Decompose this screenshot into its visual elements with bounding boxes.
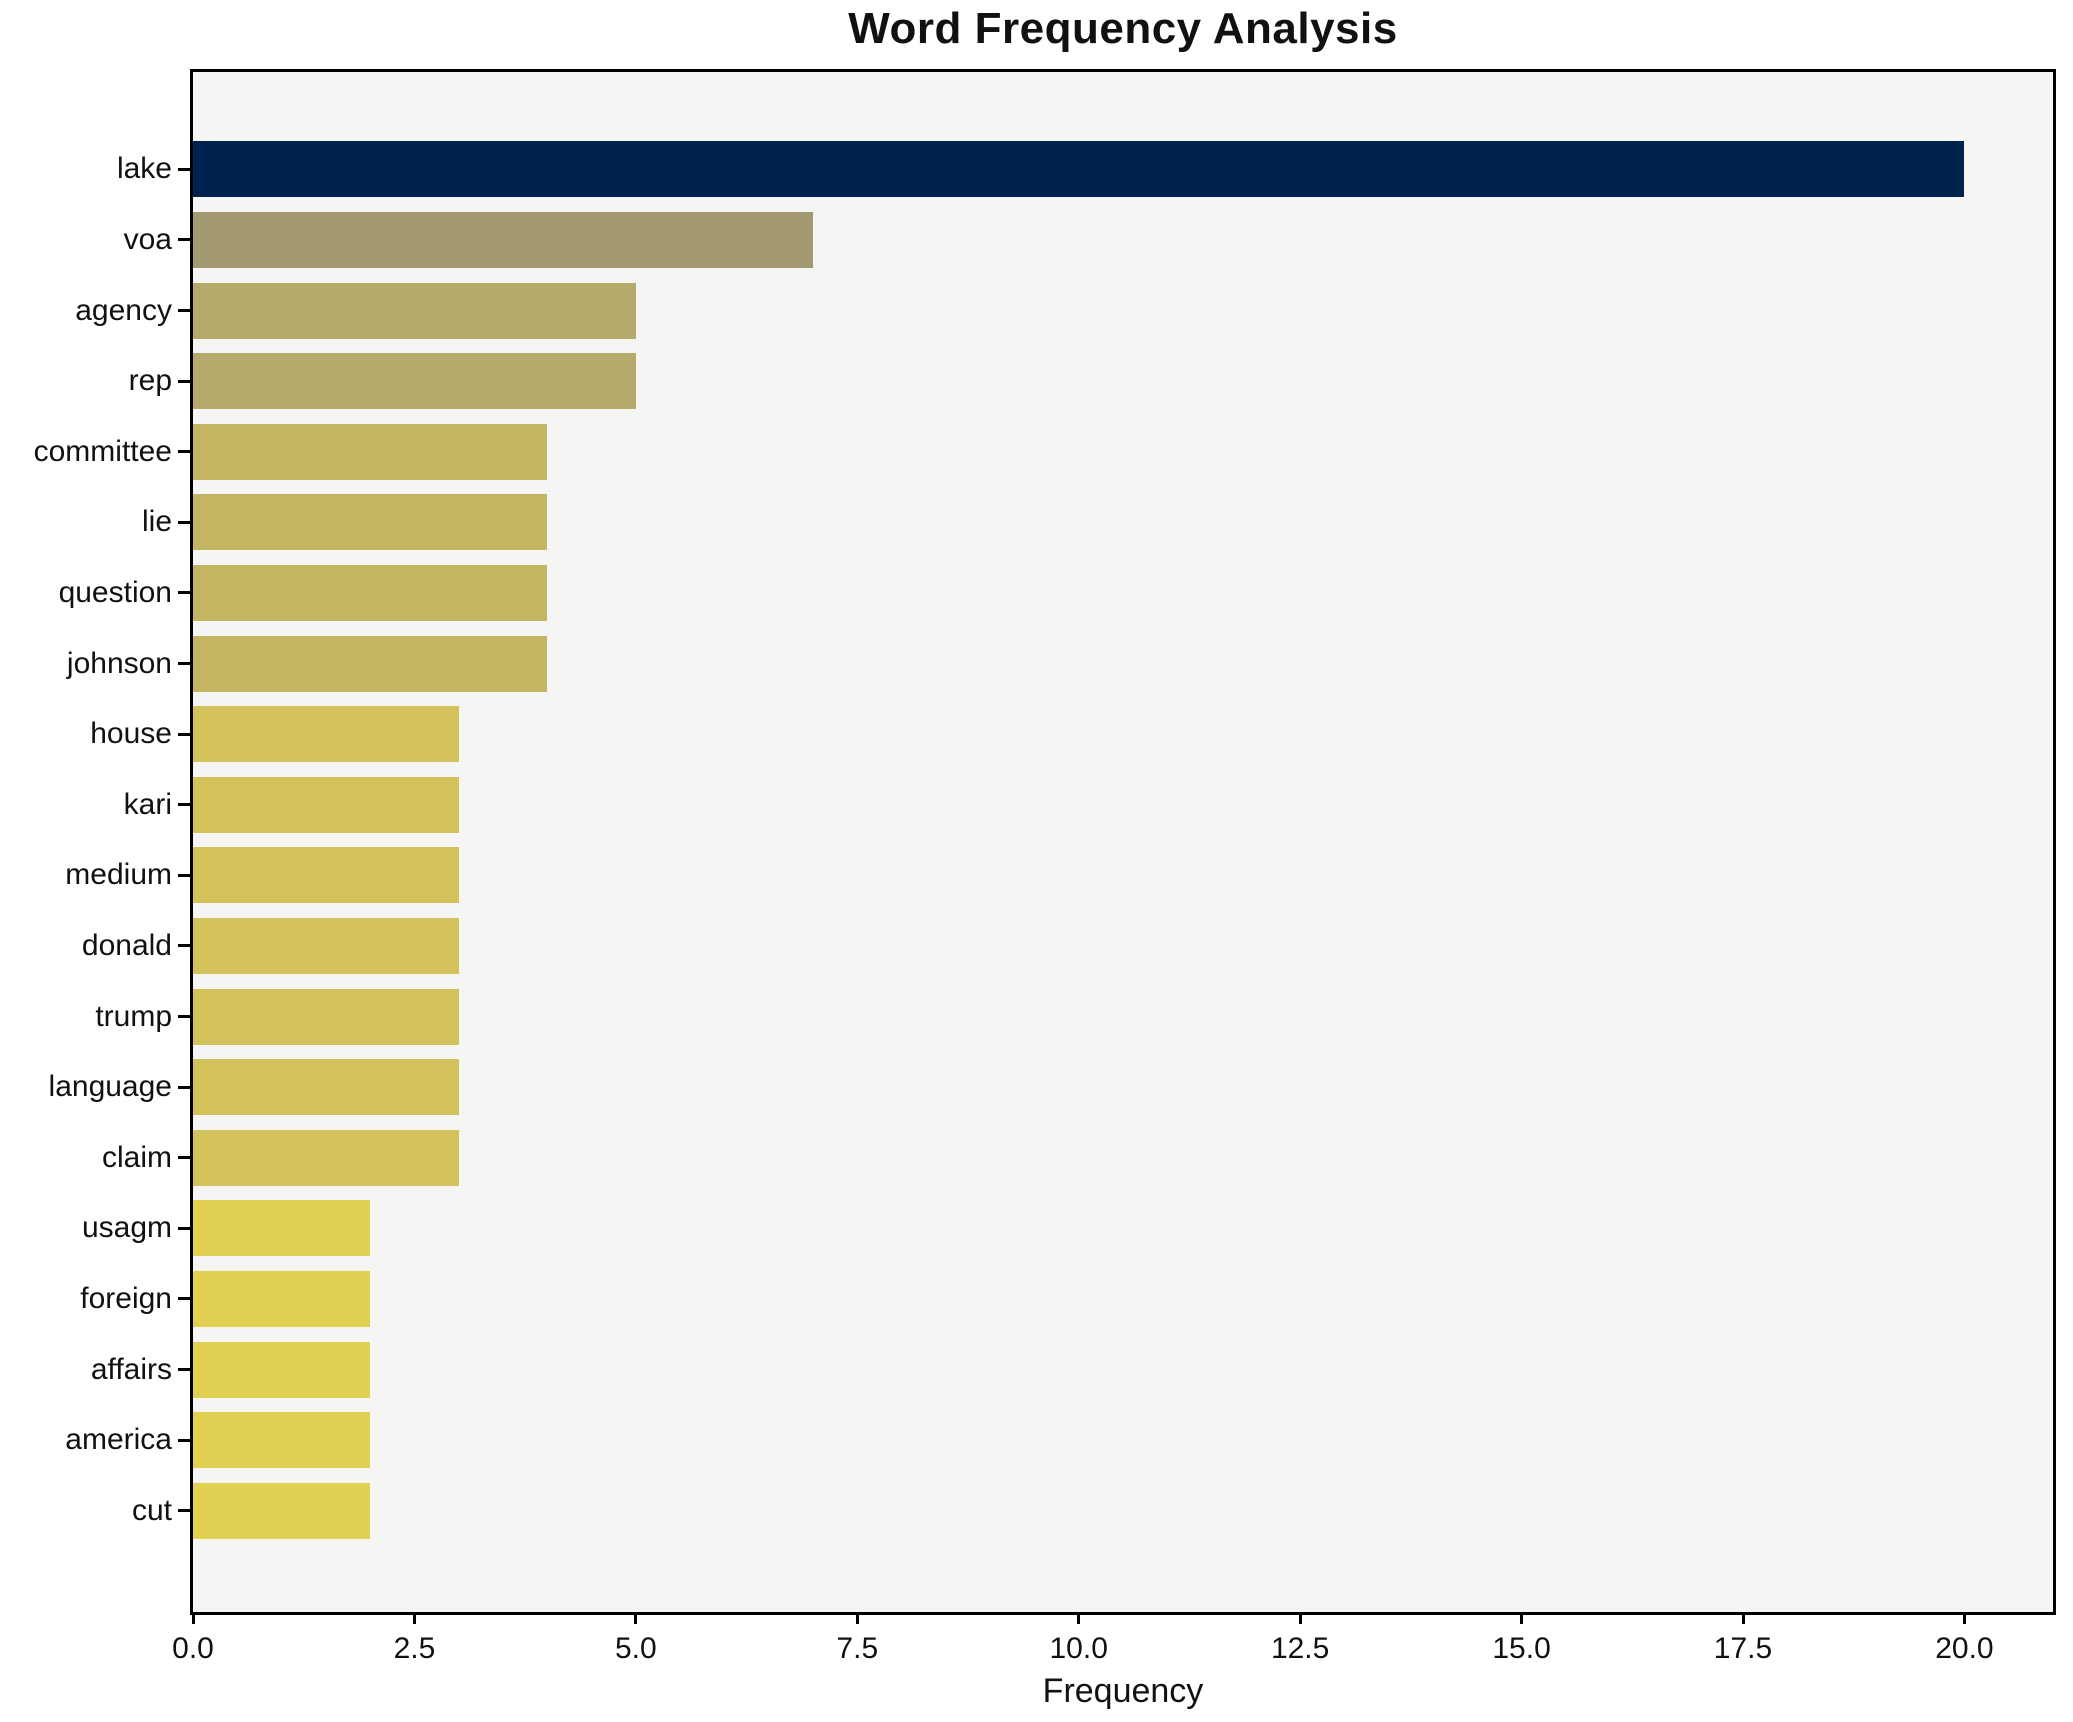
bar	[193, 1412, 371, 1469]
bar	[193, 494, 548, 551]
y-tick-label: voa	[123, 222, 172, 256]
x-tick-label: 2.5	[393, 1632, 436, 1665]
y-tick-label: committee	[33, 434, 172, 468]
y-tick-label: foreign	[80, 1281, 172, 1315]
y-tick-label: america	[65, 1423, 172, 1457]
y-tick-label: donald	[81, 928, 172, 962]
y-tick-label: usagm	[81, 1211, 172, 1245]
bar	[193, 1200, 371, 1257]
bar	[193, 1129, 459, 1186]
bar	[193, 1270, 371, 1327]
y-tick-label: claim	[101, 1140, 172, 1174]
y-tick	[178, 944, 190, 948]
y-tick	[178, 591, 190, 595]
bar	[193, 988, 459, 1045]
y-tick	[178, 662, 190, 665]
y-tick	[178, 1085, 190, 1089]
x-tick-label: 15.0	[1492, 1632, 1551, 1665]
bar	[193, 353, 636, 410]
bar	[193, 282, 636, 339]
y-tick-label: trump	[95, 999, 172, 1033]
bar	[193, 917, 459, 974]
bar	[193, 141, 1965, 198]
y-tick	[178, 1509, 190, 1513]
x-tick-label: 0.0	[172, 1632, 214, 1665]
x-tick-label: 17.5	[1713, 1632, 1773, 1665]
y-tick	[178, 1297, 190, 1301]
y-tick	[178, 1226, 190, 1230]
y-tick	[178, 167, 190, 171]
y-tick-label: house	[90, 717, 172, 751]
bar	[193, 1482, 371, 1539]
x-axis-label: Frequency	[1042, 1672, 1204, 1710]
y-tick-label: language	[48, 1070, 172, 1104]
bar	[193, 1341, 371, 1398]
x-tick-label: 7.5	[836, 1632, 879, 1665]
y-tick-label: cut	[131, 1493, 172, 1527]
y-tick-label: question	[58, 575, 172, 609]
y-tick-label: medium	[65, 858, 172, 892]
y-tick-label: lake	[116, 152, 172, 186]
y-tick	[178, 1015, 190, 1018]
y-tick	[178, 520, 190, 524]
bar	[193, 211, 813, 268]
y-tick-label: rep	[128, 364, 172, 398]
y-tick-label: affairs	[90, 1352, 172, 1386]
y-tick	[178, 379, 190, 383]
chart-title: Word Frequency Analysis	[848, 4, 1398, 53]
bar	[193, 1059, 459, 1116]
y-tick	[178, 732, 190, 736]
y-tick	[178, 450, 190, 454]
bar	[193, 564, 548, 621]
y-tick	[178, 1368, 190, 1371]
x-tick-label: 12.5	[1270, 1632, 1330, 1665]
y-tick	[178, 803, 190, 807]
y-tick-label: lie	[141, 505, 172, 539]
x-tick-label: 20.0	[1935, 1632, 1994, 1665]
y-tick-label: agency	[75, 293, 172, 327]
y-tick-label: kari	[123, 787, 172, 821]
y-tick	[178, 1156, 190, 1160]
y-tick-label: johnson	[66, 646, 172, 680]
bar	[193, 847, 459, 904]
x-tick-label: 10.0	[1049, 1632, 1108, 1665]
bar	[193, 423, 548, 480]
bar	[193, 706, 459, 763]
y-tick	[178, 873, 190, 877]
x-tick-label: 5.0	[614, 1632, 657, 1665]
bar	[193, 635, 548, 692]
y-tick	[178, 238, 190, 242]
y-tick	[178, 1438, 190, 1442]
y-tick	[178, 309, 190, 312]
bars-layer	[193, 72, 2053, 1612]
bar	[193, 776, 459, 833]
